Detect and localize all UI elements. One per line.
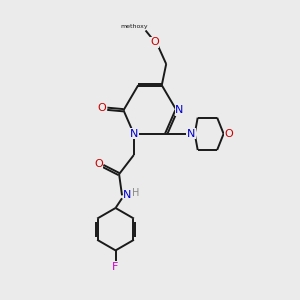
Text: F: F — [112, 262, 119, 272]
Text: O: O — [98, 103, 106, 113]
Text: H: H — [132, 188, 139, 198]
Text: methoxy: methoxy — [121, 23, 148, 28]
Text: O: O — [224, 129, 233, 139]
Text: N: N — [123, 190, 131, 200]
Text: O: O — [94, 158, 103, 169]
Text: O: O — [150, 37, 159, 47]
Text: N: N — [130, 129, 138, 139]
Text: N: N — [187, 129, 195, 139]
Text: N: N — [175, 105, 184, 115]
